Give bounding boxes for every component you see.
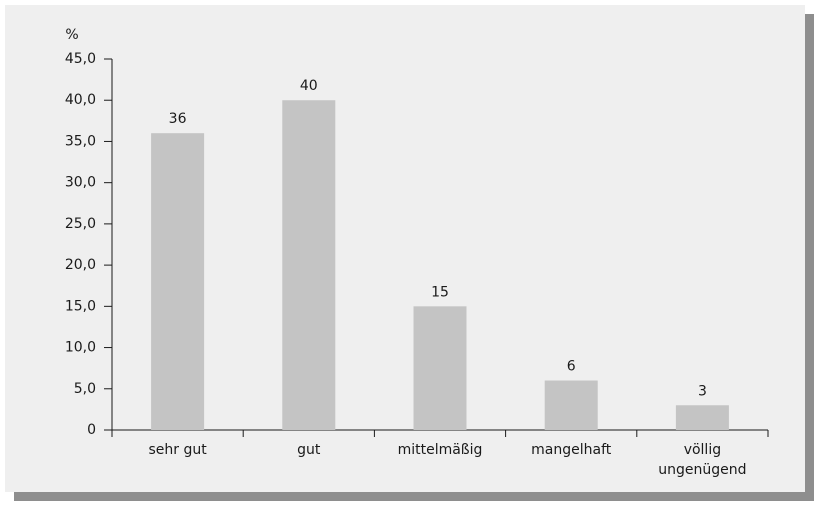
bar <box>544 380 598 430</box>
x-tick-label: mangelhaft <box>531 442 612 458</box>
data-label: 3 <box>698 383 707 399</box>
y-tick-label: 0 <box>87 422 96 438</box>
x-tick-label: mittelmäßig <box>398 442 483 458</box>
bar <box>413 306 467 430</box>
data-label: 15 <box>431 284 449 300</box>
panel <box>5 5 805 492</box>
y-tick-label: 30,0 <box>65 175 96 191</box>
y-tick-label: 35,0 <box>65 133 96 149</box>
y-axis-label: % <box>65 27 78 43</box>
y-tick-label: 25,0 <box>65 216 96 232</box>
y-tick-label: 45,0 <box>65 51 96 67</box>
bar <box>151 133 205 430</box>
data-label: 40 <box>300 78 318 94</box>
y-tick-label: 15,0 <box>65 298 96 314</box>
bar <box>675 405 729 430</box>
data-label: 6 <box>567 359 576 375</box>
y-tick-label: 20,0 <box>65 257 96 273</box>
y-tick-label: 40,0 <box>65 92 96 108</box>
y-tick-label: 5,0 <box>74 381 96 397</box>
x-tick-label: gut <box>297 442 321 458</box>
x-tick-label: völlig ungenügend <box>658 442 746 478</box>
x-tick-label: sehr gut <box>148 442 207 458</box>
data-label: 36 <box>169 111 187 127</box>
bar <box>282 100 336 430</box>
y-tick-label: 10,0 <box>65 340 96 356</box>
